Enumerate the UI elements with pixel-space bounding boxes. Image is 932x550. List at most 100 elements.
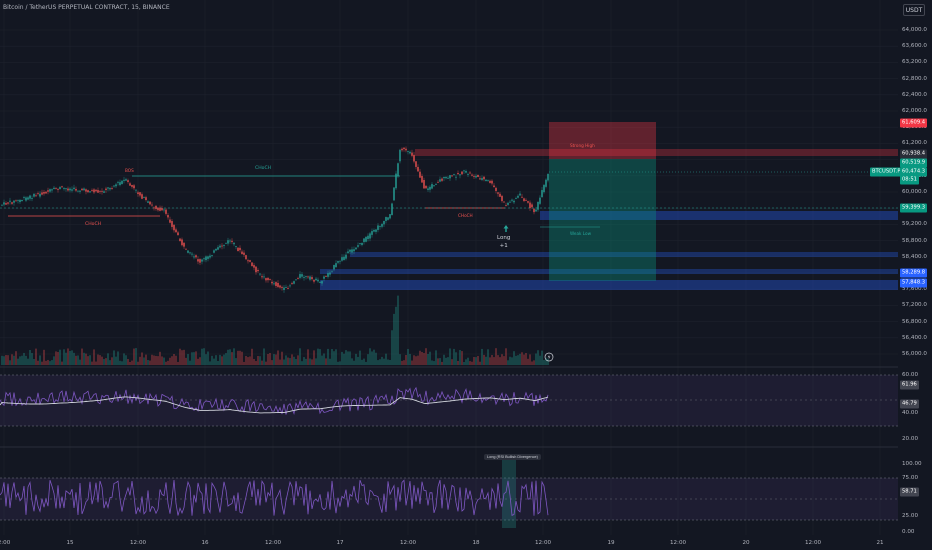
candle-body	[161, 208, 163, 211]
volume-bar	[273, 354, 275, 365]
volume-bar	[343, 353, 345, 365]
candle-body	[147, 201, 149, 203]
volume-bar	[85, 353, 87, 365]
candle-body	[375, 229, 377, 232]
candle-body	[393, 187, 395, 201]
candle-body	[325, 276, 327, 277]
candle-body	[207, 256, 209, 259]
stop-loss-zone	[549, 122, 656, 159]
volume-bar	[317, 348, 319, 365]
volume-bar	[115, 356, 117, 365]
candle-body	[171, 221, 173, 227]
volume-bar	[121, 361, 123, 365]
volume-bar	[77, 355, 79, 365]
volume-bar	[181, 350, 183, 365]
candle-body	[229, 240, 231, 242]
candle-body	[157, 207, 159, 211]
volume-bar	[277, 350, 279, 365]
volume-bar	[503, 356, 505, 365]
candle-body	[459, 174, 461, 176]
candle-body	[401, 148, 403, 151]
volume-bar	[369, 348, 371, 365]
strong-high-label: Strong High	[570, 143, 595, 148]
currency-button[interactable]: USDT	[903, 4, 925, 16]
candle-body	[349, 249, 351, 252]
candle-body	[455, 176, 457, 178]
volume-bar	[459, 350, 461, 365]
candle-body	[343, 256, 345, 260]
volume-bar	[285, 355, 287, 365]
volume-bar	[403, 360, 405, 365]
time-axis-label: 16	[201, 540, 209, 546]
volume-bar	[23, 352, 25, 365]
candle-body	[21, 200, 23, 202]
order-block-3	[320, 269, 898, 274]
alert-icon[interactable]	[544, 352, 554, 362]
volume-bar	[45, 360, 47, 365]
volume-bar	[271, 360, 273, 365]
osc-axis-75: 75.00	[902, 475, 919, 481]
long-signal-label: Long (RSI Bullish Divergence)	[484, 454, 541, 460]
volume-bar	[197, 358, 199, 365]
candle-body	[479, 178, 481, 180]
candle-body	[61, 186, 63, 188]
volume-bar	[5, 355, 7, 365]
volume-bar	[67, 348, 69, 365]
volume-bar	[53, 356, 55, 365]
volume-bar	[131, 360, 133, 365]
volume-bar	[185, 357, 187, 365]
volume-bar	[473, 356, 475, 365]
candle-body	[41, 192, 43, 195]
candle-body	[101, 190, 103, 192]
candle-body	[445, 176, 447, 179]
candle-body	[451, 175, 453, 177]
volume-bar	[455, 352, 457, 365]
candle-body	[383, 221, 385, 225]
volume-bar	[83, 352, 85, 365]
candle-body	[25, 197, 27, 201]
candle-body	[543, 184, 545, 193]
candle-body	[333, 264, 335, 270]
candle-body	[255, 266, 257, 273]
volume-bar	[213, 358, 215, 365]
candle-body	[347, 251, 349, 254]
candle-body	[409, 151, 411, 154]
candle-body	[211, 255, 213, 256]
volume-bar	[527, 358, 529, 365]
candle-body	[91, 190, 93, 191]
volume-bar	[477, 355, 479, 365]
volume-bar	[393, 313, 395, 365]
volume-bar	[239, 350, 241, 365]
candle-body	[485, 179, 487, 182]
volume-bar	[365, 361, 367, 365]
volume-bar	[439, 358, 441, 365]
volume-bar	[63, 349, 65, 365]
rsi-band	[0, 375, 898, 426]
candle-body	[239, 247, 241, 251]
order-block-2	[350, 252, 898, 257]
candle-body	[481, 178, 483, 180]
volume-bar	[395, 306, 397, 365]
volume-bar	[283, 359, 285, 365]
time-axis-label: 17	[336, 540, 344, 546]
volume-bar	[11, 354, 13, 365]
candle-body	[305, 275, 307, 277]
volume-bar	[39, 355, 41, 365]
volume-bar	[135, 348, 137, 365]
candle-body	[263, 276, 265, 278]
volume-bar	[103, 359, 105, 365]
candle-body	[473, 176, 475, 177]
volume-bar	[433, 361, 435, 365]
candle-body	[339, 260, 341, 262]
candle-body	[449, 175, 451, 179]
candle-body	[537, 201, 539, 210]
volume-bar	[151, 354, 153, 365]
volume-bar	[435, 350, 437, 365]
candle-body	[323, 276, 325, 279]
candle-body	[179, 238, 181, 241]
symbol-tag: BTCUSDT.P	[870, 167, 903, 177]
symbol-title[interactable]: Bitcoin / TetherUS PERPETUAL CONTRACT, 1…	[3, 4, 170, 11]
volume-bar	[331, 349, 333, 365]
supply-zone	[415, 149, 898, 156]
